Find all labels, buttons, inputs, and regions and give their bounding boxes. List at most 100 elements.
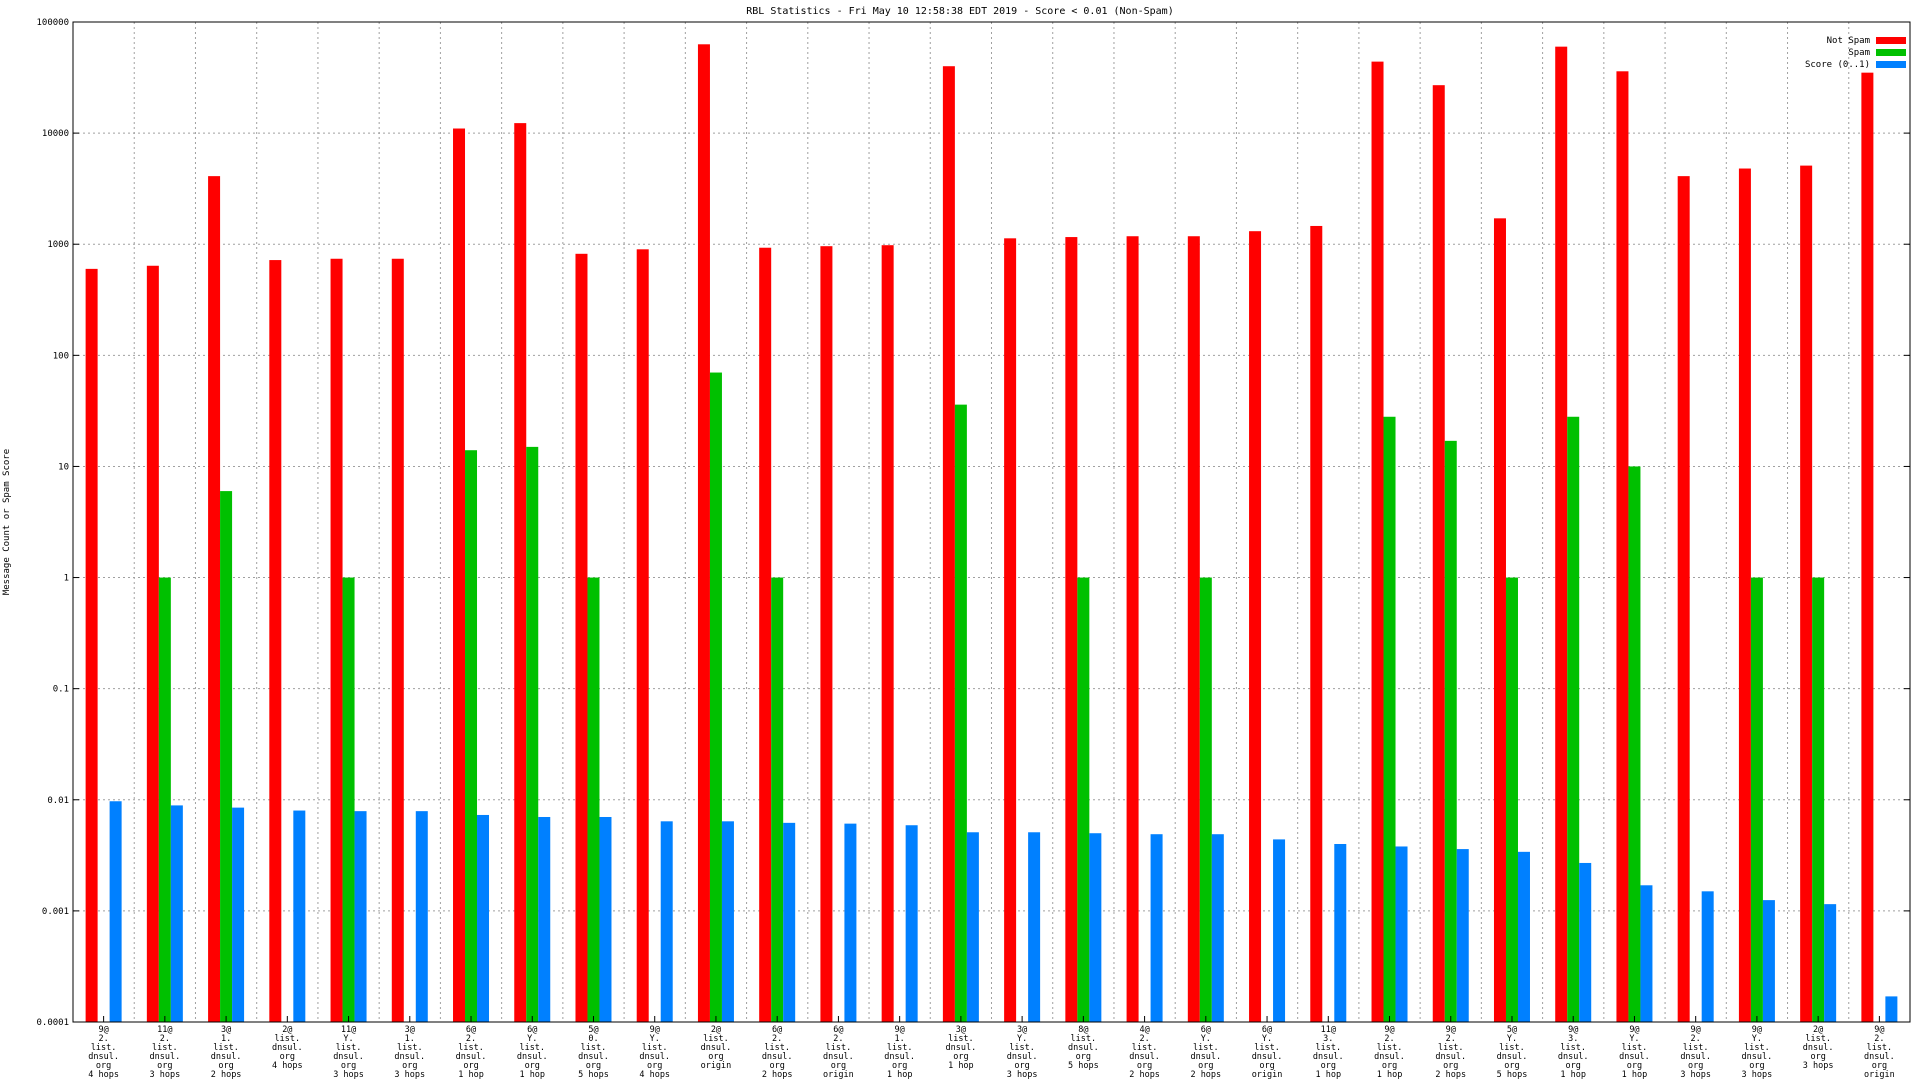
y-axis-ticks: 0.0001 0.001 0.01 0.1 1 10 100 1000 10000 100000 <box>36 18 1910 1028</box>
x-category-label: list. <box>458 1043 484 1053</box>
x-category-label: list. <box>1683 1043 1709 1053</box>
bar-not-spam <box>1616 71 1629 1022</box>
bar-not-spam <box>1677 176 1690 1022</box>
bar-score <box>966 832 979 1022</box>
bar-score <box>783 822 796 1022</box>
x-category-label: dnsul. <box>1497 1052 1528 1062</box>
bar-spam <box>1383 416 1396 1022</box>
bar-not-spam <box>1800 165 1813 1022</box>
x-category-label: list. <box>1867 1043 1893 1053</box>
bar-score <box>477 814 490 1022</box>
x-category-label: 9@ <box>1384 1025 1394 1035</box>
x-category-label: 1. <box>405 1034 415 1044</box>
x-category-label: 3 hops <box>1742 1070 1773 1080</box>
bar-not-spam <box>269 260 282 1022</box>
bar-spam <box>1444 440 1457 1023</box>
x-category-label: 3 hops <box>149 1070 180 1080</box>
x-category-label: dnsul. <box>211 1052 242 1062</box>
x-category-label: 2. <box>1446 1034 1456 1044</box>
x-category-label: 3. <box>1323 1034 1333 1044</box>
x-category-label: org <box>1382 1061 1397 1071</box>
x-category-label: org <box>1076 1052 1091 1062</box>
x-category-label: list. <box>519 1043 545 1053</box>
x-category-label: org <box>1872 1061 1887 1071</box>
x-category-label: origin <box>1252 1070 1283 1080</box>
bar-score <box>1640 885 1653 1022</box>
x-category-label: 1 hop <box>1622 1070 1648 1080</box>
x-category-label: 3@ <box>221 1025 231 1035</box>
x-category-label: 2. <box>98 1034 108 1044</box>
x-category-label: org <box>770 1061 785 1071</box>
x-category-label: dnsul. <box>1007 1052 1038 1062</box>
legend-swatch <box>1876 61 1906 68</box>
bar-score <box>1579 862 1592 1022</box>
y-tick-label: 0.01 <box>47 796 69 806</box>
bar-score <box>293 810 306 1022</box>
x-category-label: list. <box>1377 1043 1403 1053</box>
x-category-label: Y. <box>1752 1034 1762 1044</box>
x-category-label: 9@ <box>98 1025 108 1035</box>
y-axis-label: Message Count or Spam Score <box>2 449 12 595</box>
x-category-label: 2. <box>1691 1034 1701 1044</box>
x-category-label: dnsul. <box>762 1052 793 1062</box>
x-category-label: 2. <box>160 1034 170 1044</box>
x-category-label: dnsul. <box>823 1052 854 1062</box>
x-category-label: 3 hops <box>1803 1061 1834 1071</box>
bar-spam <box>771 577 784 1022</box>
x-category-label: 1 hop <box>519 1070 545 1080</box>
x-category-label: list. <box>1438 1043 1464 1053</box>
bar-not-spam <box>1861 72 1874 1022</box>
x-category-label: 2@ <box>282 1025 292 1035</box>
bar-spam <box>587 577 600 1022</box>
bar-spam <box>1628 466 1641 1022</box>
x-category-label: 4 hops <box>88 1070 119 1080</box>
bar-score <box>1395 846 1408 1022</box>
x-category-label: dnsul. <box>578 1052 609 1062</box>
bar-spam <box>342 577 355 1022</box>
bar-not-spam <box>1126 236 1139 1022</box>
x-category-label: org <box>1198 1061 1213 1071</box>
x-category-label: list. <box>581 1043 607 1053</box>
bar-score <box>599 816 612 1022</box>
x-category-label: 3 hops <box>333 1070 364 1080</box>
x-category-label: 11@ <box>341 1025 356 1035</box>
x-category-label: 1 hop <box>887 1070 913 1080</box>
x-category-label: 1. <box>895 1034 905 1044</box>
bar-spam <box>158 577 171 1022</box>
x-category-label: 3. <box>1568 1034 1578 1044</box>
x-category-label: 9@ <box>895 1025 905 1035</box>
bar-score <box>1885 996 1898 1022</box>
x-category-label: dnsul. <box>1190 1052 1221 1062</box>
x-category-label: dnsul. <box>333 1052 364 1062</box>
x-category-label: Y. <box>1201 1034 1211 1044</box>
x-category-label: org <box>341 1061 356 1071</box>
x-category-label: 2 hops <box>1190 1070 1221 1080</box>
x-category-label: 1 hop <box>948 1061 974 1071</box>
x-category-label: 3@ <box>956 1025 966 1035</box>
legend-label: Score (0..1) <box>1805 60 1870 70</box>
bar-score <box>1824 904 1837 1022</box>
x-category-label: list. <box>1805 1034 1831 1044</box>
x-category-label: dnsul. <box>1435 1052 1466 1062</box>
x-category-label: 3 hops <box>1680 1070 1711 1080</box>
x-category-label: Y. <box>527 1034 537 1044</box>
bar-score <box>415 811 428 1022</box>
x-category-label: Y. <box>1507 1034 1517 1044</box>
x-category-label: dnsul. <box>1864 1052 1895 1062</box>
x-category-label: 1 hop <box>1560 1070 1586 1080</box>
bar-score <box>1028 832 1041 1022</box>
bar-not-spam <box>1310 225 1323 1022</box>
x-category-label: 6@ <box>1262 1025 1272 1035</box>
y-tick-label: 100000 <box>36 18 69 28</box>
x-category-label: dnsul. <box>88 1052 119 1062</box>
x-category-label: 2 hops <box>211 1070 242 1080</box>
x-category-label: dnsul. <box>701 1043 732 1053</box>
x-category-label: org <box>586 1061 601 1071</box>
x-category-label: org <box>953 1052 968 1062</box>
x-category-label: 9@ <box>1446 1025 1456 1035</box>
x-category-label: dnsul. <box>1068 1043 1099 1053</box>
x-category-label: dnsul. <box>272 1043 303 1053</box>
x-category-label: 1 hop <box>1315 1070 1341 1080</box>
bar-not-spam <box>1187 236 1200 1022</box>
bar-score <box>170 805 183 1022</box>
